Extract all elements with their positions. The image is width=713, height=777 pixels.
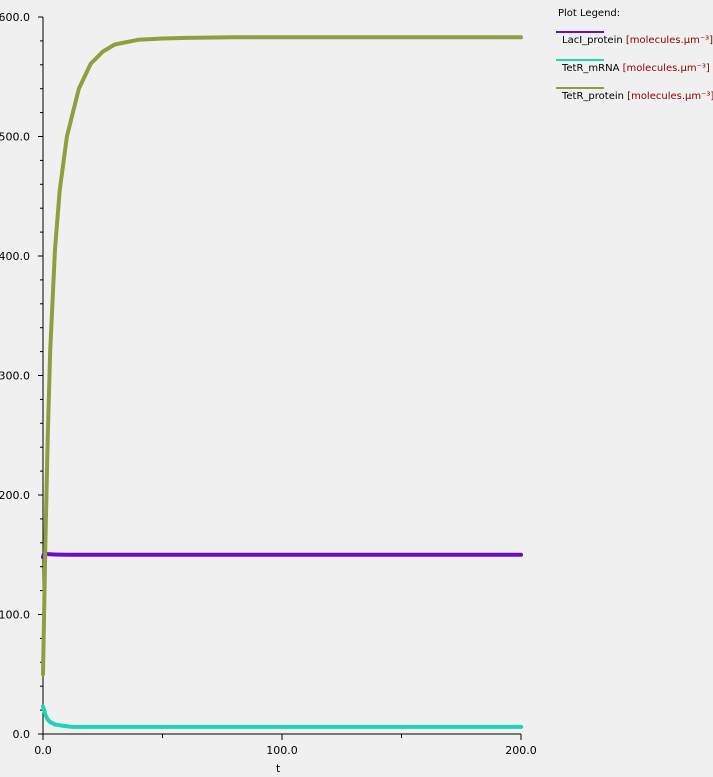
data-point	[60, 723, 64, 728]
data-point	[53, 552, 57, 557]
data-point	[69, 725, 74, 729]
data-point	[399, 552, 404, 557]
data-point	[43, 541, 48, 545]
x-axis-label: t	[276, 762, 281, 775]
legend-swatch	[556, 31, 604, 33]
data-point	[89, 61, 93, 66]
legend-title: Plot Legend:	[558, 8, 621, 19]
y-tick-label: 400.0	[0, 250, 30, 263]
legend-entry-tetr-protein[interactable]: TetR_protein [molecules.µm⁻³]	[556, 87, 713, 115]
data-point	[280, 725, 284, 729]
data-point	[45, 433, 50, 438]
x-tick-label: 0.0	[34, 744, 52, 757]
y-tick-label: 300.0	[0, 370, 30, 383]
plot-legend: Plot Legend: LacI_protein [molecules.µm⁻…	[556, 8, 713, 115]
data-point	[160, 552, 165, 557]
data-point	[77, 86, 81, 91]
data-point	[184, 36, 189, 40]
y-tick-label: 0.0	[13, 728, 31, 741]
data-point	[519, 552, 523, 557]
series-layer	[41, 35, 523, 729]
data-point	[89, 552, 93, 557]
series-line	[41, 704, 523, 729]
legend-swatch	[556, 59, 604, 61]
series-laci-protein	[41, 551, 523, 560]
data-point	[48, 720, 52, 724]
legend-swatch	[556, 87, 604, 89]
data-point	[45, 717, 50, 722]
y-tick-label: 100.0	[0, 609, 30, 622]
y-tick-label: 600.0	[0, 11, 30, 24]
data-point	[53, 722, 57, 727]
data-point	[519, 35, 523, 40]
data-point	[112, 42, 117, 47]
data-point	[43, 713, 48, 717]
data-point	[53, 248, 57, 252]
data-point	[48, 349, 52, 354]
data-point	[280, 35, 284, 40]
axes: 0.0 100.0 200.0 300.0 400.0 500.0 600.0 0.0 100.…	[0, 11, 537, 757]
data-point	[399, 725, 404, 729]
legend-series-unit: [molecules.µm⁻³]	[627, 91, 713, 102]
legend-series-name: TetR_mRNA	[562, 63, 620, 74]
x-tick-label: 100.0	[266, 744, 298, 757]
legend-entry-tetr-mrna[interactable]: TetR_mRNA [molecules.µm⁻³]	[556, 59, 713, 87]
series-tetr-protein	[41, 35, 523, 677]
legend-series-unit: [molecules.µm⁻³]	[625, 35, 713, 46]
data-point	[57, 188, 62, 193]
data-point	[41, 672, 45, 677]
x-tick-label: 200.0	[505, 744, 537, 757]
data-point	[100, 49, 105, 54]
legend-series-name: LacI_protein	[562, 35, 623, 46]
data-point	[399, 35, 404, 40]
legend-series-unit: [molecules.µm⁻³]	[622, 63, 710, 74]
series-line	[41, 35, 523, 677]
y-tick-label: 500.0	[0, 131, 30, 144]
data-point	[232, 35, 236, 40]
series-tetr-mrna	[41, 704, 523, 729]
y-tick-label: 200.0	[0, 489, 30, 502]
legend-entry-laci-protein[interactable]: LacI_protein [molecules.µm⁻³]	[556, 31, 713, 59]
data-point	[136, 37, 141, 42]
data-point	[65, 552, 69, 557]
data-point	[160, 36, 165, 41]
data-point	[519, 725, 523, 729]
legend-series-name: TetR_protein	[562, 91, 624, 102]
data-point	[41, 704, 45, 709]
data-point	[65, 134, 69, 139]
data-point	[89, 725, 93, 729]
data-point	[280, 552, 284, 557]
data-point	[42, 708, 46, 712]
data-point	[160, 725, 165, 729]
